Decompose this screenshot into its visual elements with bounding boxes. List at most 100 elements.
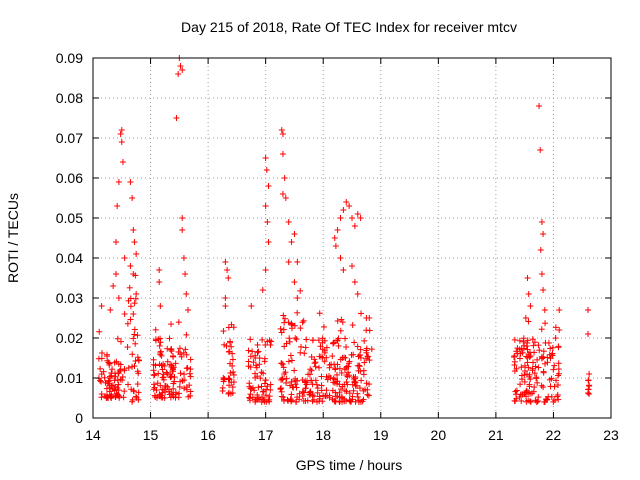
data-point — [586, 371, 593, 377]
data-point — [309, 392, 316, 399]
data-point — [556, 327, 563, 333]
data-point — [534, 379, 541, 386]
data-point — [523, 393, 530, 400]
data-point — [245, 363, 252, 370]
data-point — [354, 393, 361, 400]
data-point — [98, 355, 105, 362]
data-point — [518, 372, 525, 379]
data-point — [112, 373, 119, 380]
data-point — [338, 316, 345, 323]
data-point — [260, 370, 267, 377]
data-point — [177, 370, 184, 377]
data-point — [126, 284, 133, 291]
data-point — [366, 381, 373, 388]
data-point — [350, 387, 357, 394]
data-point — [180, 349, 187, 356]
data-point — [169, 391, 176, 398]
data-point — [132, 358, 139, 365]
data-point — [225, 389, 232, 396]
data-point — [349, 263, 355, 269]
data-point — [127, 303, 134, 310]
data-point — [365, 392, 372, 399]
x-tick-label: 23 — [603, 427, 619, 443]
data-point — [157, 303, 164, 309]
data-point — [252, 362, 259, 369]
data-point — [277, 325, 284, 332]
data-point — [555, 372, 562, 379]
data-point — [312, 359, 319, 366]
data-point — [112, 393, 119, 400]
data-point — [321, 337, 328, 344]
data-point — [354, 390, 361, 397]
data-point — [306, 391, 313, 398]
data-point — [121, 388, 128, 395]
data-point — [540, 231, 547, 237]
data-point — [358, 377, 365, 384]
data-point — [511, 368, 518, 375]
data-point — [527, 303, 534, 309]
data-point — [354, 211, 361, 217]
data-point — [255, 348, 262, 355]
data-point — [535, 394, 542, 401]
data-point — [281, 175, 288, 181]
data-point — [342, 354, 349, 361]
data-point — [323, 373, 330, 380]
data-point — [102, 379, 109, 386]
data-point — [278, 360, 285, 367]
data-point — [357, 310, 364, 317]
data-point — [150, 361, 157, 368]
data-point — [527, 398, 534, 405]
data-point — [555, 343, 562, 350]
data-point — [338, 369, 345, 376]
data-point — [300, 317, 307, 324]
data-point — [110, 283, 117, 289]
data-point — [263, 386, 270, 393]
data-point — [518, 364, 525, 371]
data-point — [159, 386, 166, 393]
data-point — [266, 393, 273, 400]
data-point — [151, 371, 158, 378]
data-point — [368, 346, 375, 353]
data-point — [127, 316, 134, 323]
data-point — [187, 373, 194, 380]
data-point — [549, 344, 556, 351]
data-point — [320, 323, 327, 330]
data-point — [285, 358, 292, 365]
data-point — [357, 346, 364, 353]
data-point — [186, 382, 193, 389]
data-point — [280, 397, 287, 404]
data-point — [541, 360, 548, 367]
data-point — [153, 387, 160, 394]
data-point — [181, 371, 188, 378]
data-point — [538, 382, 545, 389]
data-point — [106, 388, 113, 395]
data-point — [279, 151, 286, 157]
data-point — [117, 338, 124, 345]
data-point — [556, 307, 563, 313]
data-point — [129, 195, 136, 201]
data-point — [554, 393, 561, 400]
data-point — [340, 207, 347, 213]
data-point — [296, 390, 303, 397]
y-axis-label: ROTI / TECUs — [5, 193, 21, 283]
data-point — [361, 337, 368, 344]
data-point — [230, 379, 237, 386]
data-point — [259, 287, 266, 293]
data-point — [107, 384, 114, 391]
data-point — [511, 352, 518, 359]
data-point — [540, 384, 547, 391]
data-point — [129, 351, 136, 358]
data-point — [288, 239, 295, 245]
data-point — [586, 383, 593, 389]
data-point — [247, 385, 254, 392]
data-point — [159, 374, 166, 381]
data-point — [222, 295, 229, 301]
data-point — [130, 227, 137, 233]
data-point — [246, 397, 253, 404]
data-point — [176, 383, 183, 390]
data-point — [262, 267, 269, 273]
data-point — [109, 366, 116, 373]
data-point — [164, 370, 171, 377]
data-point — [351, 279, 358, 285]
